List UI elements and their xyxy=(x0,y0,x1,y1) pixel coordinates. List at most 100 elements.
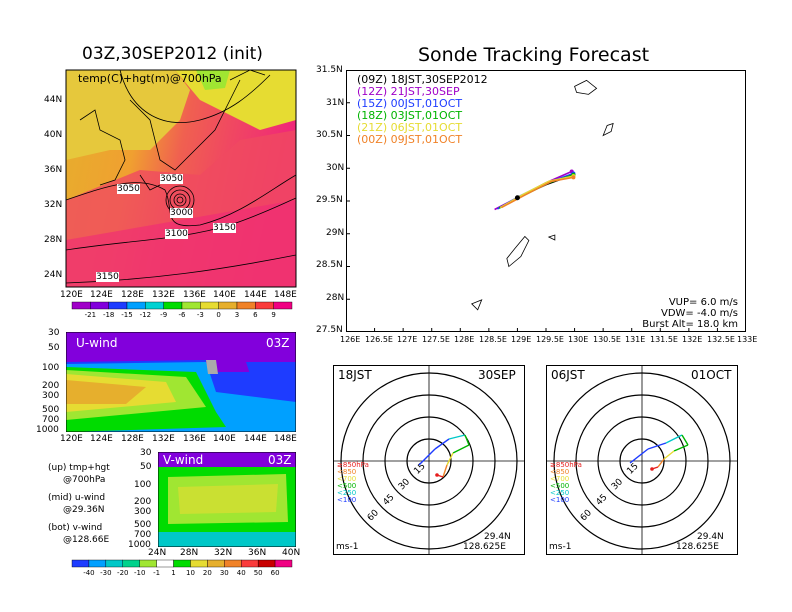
hodo-level-label: <700 xyxy=(550,475,569,483)
colorbar-swatch xyxy=(274,559,293,568)
colorbar-label: -18 xyxy=(103,311,114,319)
hodo-level-label: <700 xyxy=(337,475,356,483)
island xyxy=(506,235,530,268)
hodo-endpoint xyxy=(650,467,654,471)
lat-tick: 32N xyxy=(214,548,233,558)
note-line: (bot) v-wind xyxy=(48,523,103,533)
hodo-ring xyxy=(575,394,709,528)
p-tick: 30 xyxy=(140,448,152,458)
colorbar-label: -40 xyxy=(83,569,94,577)
colorbar-swatch xyxy=(224,559,242,568)
colorbar-label: -20 xyxy=(117,569,128,577)
lon-tick: 126E xyxy=(340,335,361,344)
lon-tick: 128E xyxy=(121,434,144,444)
hodo-lat: 29.4N xyxy=(484,532,511,542)
lat-tick: 32N xyxy=(44,200,63,210)
vup-label: VUP= 6.0 m/s xyxy=(668,297,738,308)
temp-colorbar: -21 -18 -15 -12 -9 -6 -3 0 3 6 9 xyxy=(71,301,293,319)
hodo-level-label: ≥850hPa xyxy=(337,461,369,469)
lon-tick: 140E xyxy=(213,434,236,444)
hodo-level-label: <850 xyxy=(337,468,356,476)
hodo-level-label: <100 xyxy=(550,496,569,504)
hodo-level-label: <500 xyxy=(550,482,569,490)
contour-label: 3050 xyxy=(160,174,183,184)
lon-tick: 130.5E xyxy=(593,335,621,344)
lat-tick: 30N xyxy=(326,163,345,173)
p-tick: 1000 xyxy=(36,425,59,435)
colorbar-label: -6 xyxy=(179,311,187,319)
p-tick: 30 xyxy=(48,328,60,338)
colorbar-label: -1 xyxy=(153,569,160,577)
p-tick: 200 xyxy=(42,381,60,391)
colorbar-swatch xyxy=(105,559,123,568)
legend-entry: (12Z) 21JST,30SEP xyxy=(357,85,460,98)
burst-label: Burst Alt= 18.0 km xyxy=(642,319,738,330)
hodo-lon: 128.625E xyxy=(463,542,506,552)
lat-tick: 40N xyxy=(44,130,63,140)
colorbar-swatch xyxy=(181,301,201,310)
lon-tick: 136E xyxy=(183,290,206,300)
lon-tick: 132E xyxy=(152,434,175,444)
lat-tick: 36N xyxy=(248,548,267,558)
legend-entry: (15Z) 00JST,01OCT xyxy=(357,97,463,110)
colorbar-swatch xyxy=(200,301,219,310)
p-tick: 700 xyxy=(134,530,152,540)
plot-frame xyxy=(346,70,746,332)
hodo-ring xyxy=(384,416,474,506)
hodo-unit: ms-1 xyxy=(549,542,572,552)
hodo-unit: ms-1 xyxy=(336,542,359,552)
colorbar-label: 3 xyxy=(235,311,239,319)
lat-tick: 30.5N xyxy=(316,130,343,140)
lat-tick: 40N xyxy=(282,548,301,558)
p-tick: 1000 xyxy=(128,540,151,550)
island xyxy=(547,234,556,241)
lon-tick: 133E xyxy=(737,335,758,344)
vdw-label: VDW= -4.0 m/s xyxy=(661,308,738,319)
lat-tick: 29.5N xyxy=(316,195,343,205)
lon-tick: 126.5E xyxy=(365,335,393,344)
lon-tick: 129.5E xyxy=(536,335,564,344)
colorbar-swatch xyxy=(273,301,293,310)
lon-tick: 128E xyxy=(121,290,144,300)
colorbar-label: -21 xyxy=(85,311,96,319)
colorbar-label: -12 xyxy=(140,311,151,319)
note-line: (mid) u-wind xyxy=(48,493,106,503)
lon-tick: 124E xyxy=(90,434,113,444)
colorbar-swatch xyxy=(145,301,164,310)
hodo-endpoint xyxy=(435,473,439,477)
legend-entry: (21Z) 06JST,01OCT xyxy=(357,121,463,134)
colorbar-swatch xyxy=(108,301,128,310)
lon-tick: 120E xyxy=(60,290,83,300)
colorbar-label: -3 xyxy=(197,311,204,319)
u-wind-time: 03Z xyxy=(266,336,290,350)
contour-label: 3000 xyxy=(170,208,193,218)
colorbar-swatch xyxy=(163,301,183,310)
lon-tick: 127E xyxy=(397,335,418,344)
right-title: Sonde Tracking Forecast xyxy=(418,44,650,66)
hodo-segment xyxy=(418,448,436,466)
lon-tick: 148E xyxy=(274,290,297,300)
colorbar-label: -9 xyxy=(160,311,167,319)
colorbar-swatch xyxy=(173,559,191,568)
hodo-level-label: ≥850hPa xyxy=(550,461,582,469)
hodo-segment xyxy=(673,444,689,452)
p-tick: 50 xyxy=(48,343,60,353)
hodo-segment xyxy=(657,458,665,468)
hodo-level-label: <250 xyxy=(550,489,569,497)
hodo-time: 06JST xyxy=(551,368,585,382)
lon-tick: 148E xyxy=(274,434,297,444)
note-line: @128.66E xyxy=(63,535,110,545)
hodo-segment xyxy=(629,448,649,464)
hodo-segment xyxy=(464,434,470,446)
colorbar-label: -15 xyxy=(121,311,132,319)
hodo-lat: 29.4N xyxy=(697,532,724,542)
colorbar-label: 1 xyxy=(171,569,175,577)
hodo-level-label: <100 xyxy=(337,496,356,504)
p-tick: 100 xyxy=(42,363,60,373)
lon-tick: 131.5E xyxy=(650,335,678,344)
hodo-level-label: <250 xyxy=(337,489,356,497)
hodo-segment xyxy=(448,434,466,440)
note-line: (up) tmp+hgt xyxy=(48,463,110,473)
hodo-segment xyxy=(663,450,675,460)
contour-label: 3150 xyxy=(96,272,119,282)
